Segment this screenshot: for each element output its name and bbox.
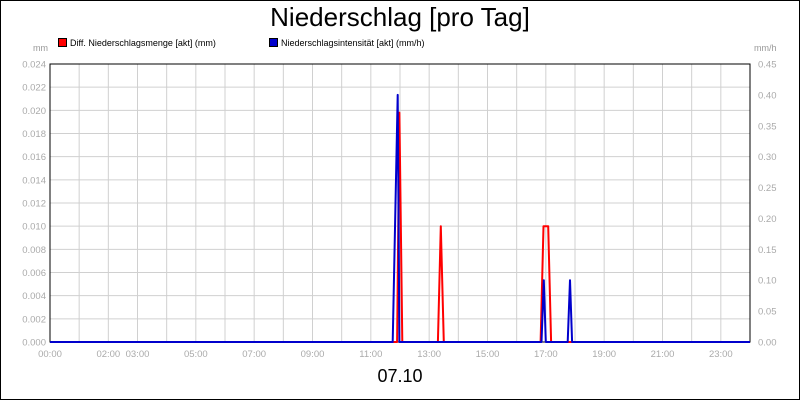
y-right-tick-label: 0.15 <box>758 245 777 256</box>
y-left-tick-label: 0.014 <box>22 175 46 186</box>
legend-swatch-red <box>58 38 67 47</box>
y-right-tick-label: 0.30 <box>758 152 777 163</box>
y-right-tick-label: 0.05 <box>758 307 777 318</box>
y-right-tick-label: 0.40 <box>758 90 777 101</box>
y-left-tick-label: 0.008 <box>22 245 46 256</box>
chart-date: 07.10 <box>377 366 423 386</box>
legend-item-intensitaet: Niederschlagsintensität [akt] (mm/h) <box>269 38 425 48</box>
y-left-tick-label: 0.006 <box>22 268 46 279</box>
legend-item-menge: Diff. Niederschlagsmenge [akt] (mm) <box>58 38 216 48</box>
y-right-tick-label: 0.25 <box>758 183 777 194</box>
x-tick-label: 11:00 <box>359 349 382 360</box>
legend-swatch-blue <box>269 38 278 47</box>
x-tick-label: 17:00 <box>534 349 558 360</box>
chart-title: Niederschlag [pro Tag] <box>270 2 530 32</box>
legend-label-menge: Diff. Niederschlagsmenge [akt] (mm) <box>70 38 216 48</box>
x-tick-label: 05:00 <box>184 349 208 360</box>
y-left-tick-label: 0.004 <box>22 291 46 302</box>
x-tick-label: 07:00 <box>242 349 266 360</box>
x-tick-label: 09:00 <box>301 349 325 360</box>
y-left-tick-label: 0.018 <box>22 129 46 140</box>
y-right-tick-label: 0.35 <box>758 121 777 132</box>
right-axis-unit: mm/h <box>754 43 777 53</box>
y-left-tick-label: 0.000 <box>22 338 46 349</box>
legend-label-intensitaet: Niederschlagsintensität [akt] (mm/h) <box>281 38 425 48</box>
x-tick-label: 15:00 <box>476 349 500 360</box>
x-tick-label: 00:00 <box>38 349 62 360</box>
x-tick-label: 21:00 <box>651 349 675 360</box>
y-left-tick-label: 0.016 <box>22 152 46 163</box>
x-tick-label: 03:00 <box>126 349 150 360</box>
y-right-tick-label: 0.20 <box>758 214 777 225</box>
y-left-tick-label: 0.020 <box>22 106 46 117</box>
y-left-tick-label: 0.024 <box>22 60 46 71</box>
x-tick-label: 02:00 <box>96 349 120 360</box>
y-right-tick-label: 0.45 <box>758 60 777 71</box>
y-left-tick-label: 0.002 <box>22 314 46 325</box>
x-tick-label: 13:00 <box>417 349 441 360</box>
y-left-tick-label: 0.022 <box>22 83 46 94</box>
left-axis-unit: mm <box>33 43 48 53</box>
x-tick-label: 19:00 <box>592 349 616 360</box>
series-line-1 <box>50 93 750 343</box>
y-right-tick-label: 0.00 <box>758 338 777 349</box>
y-left-tick-label: 0.010 <box>22 222 46 233</box>
y-left-tick-label: 0.012 <box>22 199 46 210</box>
y-right-tick-label: 0.10 <box>758 276 777 287</box>
x-tick-label: 23:00 <box>709 349 733 360</box>
